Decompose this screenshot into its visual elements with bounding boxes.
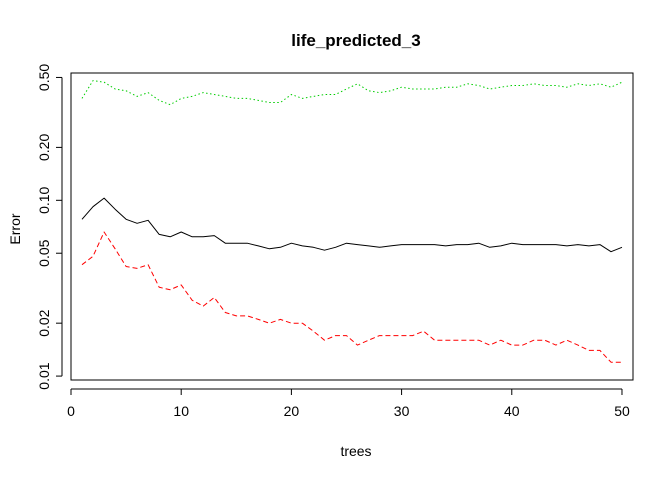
x-tick-label: 30 (394, 403, 410, 419)
x-tick-label: 40 (504, 403, 520, 419)
x-tick-label: 10 (173, 403, 189, 419)
y-tick-label: 0.05 (36, 239, 52, 266)
chart-title: life_predicted_3 (291, 31, 420, 50)
x-axis: 0 10 20 30 40 50 (67, 388, 630, 419)
x-axis-label: trees (340, 443, 371, 459)
y-axis-label: Error (7, 213, 23, 244)
x-tick-label: 50 (614, 403, 630, 419)
y-tick-label: 0.02 (36, 309, 52, 336)
series-layer (81, 80, 623, 363)
y-tick-label: 0.50 (36, 64, 52, 91)
series-line-2 (81, 231, 622, 363)
y-tick-label: 0.10 (36, 186, 52, 213)
y-tick-label: 0.01 (36, 362, 52, 389)
plot-area-frame (70, 72, 634, 381)
series-line-3 (81, 80, 623, 106)
y-axis: 0.01 0.02 0.05 0.10 0.20 0.50 (36, 64, 63, 390)
series-line-1 (81, 197, 623, 253)
y-tick-label: 0.20 (36, 134, 52, 161)
x-tick-label: 0 (67, 403, 75, 419)
x-tick-label: 20 (284, 403, 300, 419)
